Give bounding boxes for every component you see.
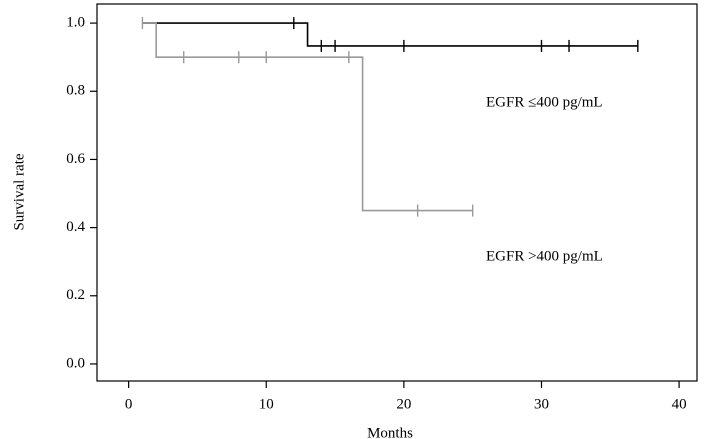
y-tick-label: 0.6 — [66, 151, 85, 167]
x-axis-label: Months — [367, 425, 413, 439]
y-tick-label: 0.8 — [66, 83, 85, 99]
y-tick-label: 1.0 — [66, 15, 85, 31]
y-tick-label: 0.4 — [66, 219, 85, 235]
y-tick-label: 0.2 — [66, 287, 85, 303]
y-tick-label: 0.0 — [66, 355, 85, 371]
survival-curve — [142, 22, 638, 47]
y-axis-label: Survival rate — [11, 153, 27, 230]
series-label: EGFR >400 pg/mL — [486, 248, 603, 264]
x-tick-label: 0 — [125, 396, 133, 412]
series-label: EGFR ≤400 pg/mL — [486, 94, 603, 110]
x-tick-label: 40 — [672, 396, 687, 412]
plot-frame — [96, 3, 698, 382]
x-tick-label: 20 — [396, 396, 411, 412]
survival-curve — [142, 22, 473, 212]
x-tick-label: 10 — [259, 396, 274, 412]
x-tick-label: 30 — [534, 396, 549, 412]
